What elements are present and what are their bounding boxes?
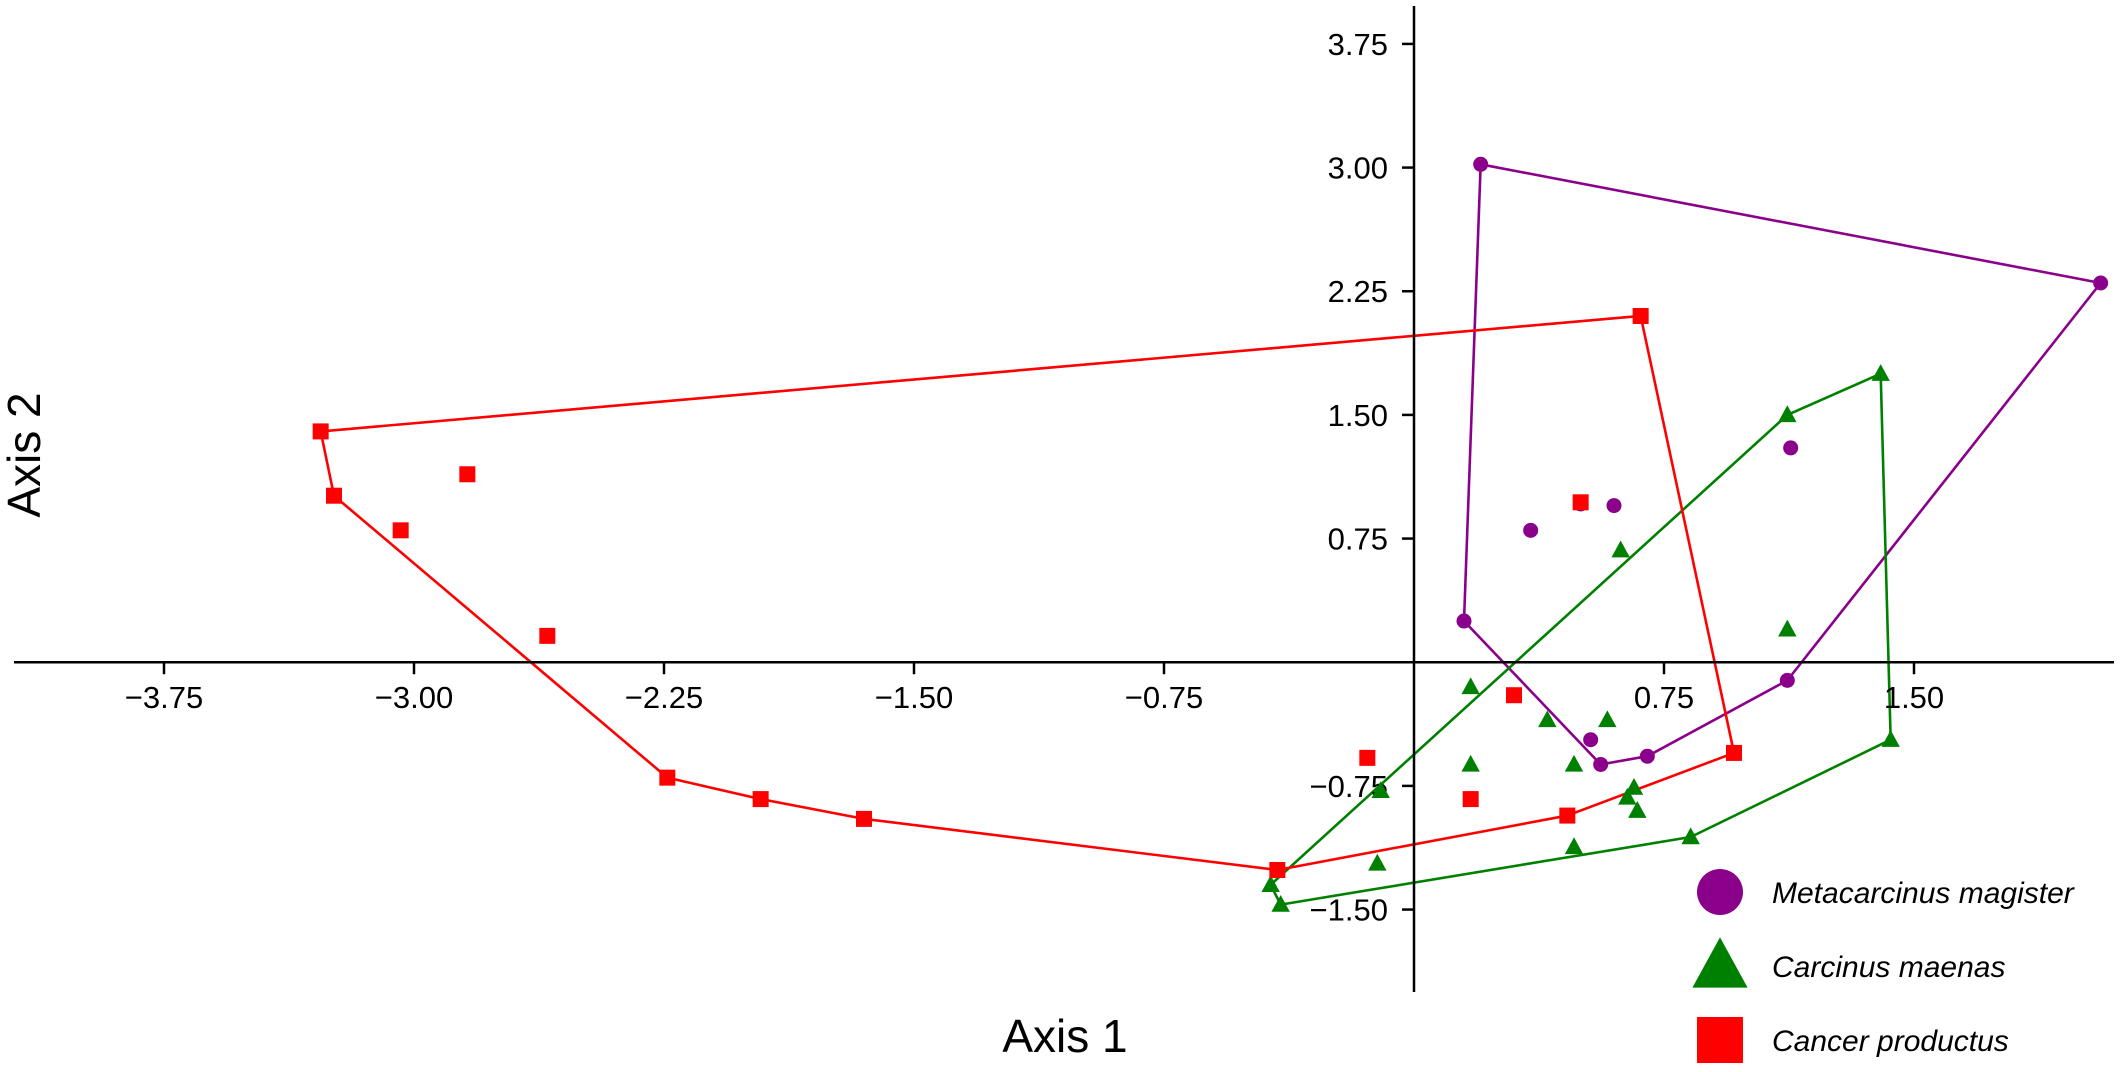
point-carcinus-maenas [1598, 710, 1617, 728]
point-cancer-productus [856, 810, 872, 827]
axes [14, 6, 2114, 992]
point-carcinus-maenas [1461, 677, 1480, 695]
point-cancer-productus [1506, 687, 1522, 704]
x-tick-label: 1.50 [1884, 680, 1944, 715]
legend-marker-metacarcinus-magister [1697, 869, 1743, 915]
point-metacarcinus-magister [1639, 748, 1655, 764]
point-carcinus-maenas [1461, 754, 1480, 772]
x-tick-label: −0.75 [1125, 680, 1203, 715]
point-carcinus-maenas [1628, 801, 1647, 818]
points [312, 156, 2109, 912]
point-carcinus-maenas [1368, 853, 1387, 871]
point-carcinus-maenas [1261, 875, 1280, 893]
point-cancer-productus [1632, 307, 1649, 324]
x-tick-label: −3.75 [125, 680, 203, 715]
point-metacarcinus-magister [1473, 156, 1489, 172]
x-tick-label: −2.25 [625, 680, 703, 715]
point-carcinus-maenas [1881, 730, 1900, 747]
legend-marker-cancer-productus [1697, 1017, 1743, 1063]
y-tick-label: 3.00 [1328, 151, 1388, 186]
point-carcinus-maenas [1778, 405, 1797, 423]
y-tick-label: −0.75 [1310, 769, 1388, 804]
hull-metacarcinus-magister [1462, 162, 2102, 766]
point-cancer-productus [1269, 861, 1286, 878]
point-cancer-productus [312, 423, 329, 440]
point-cancer-productus [326, 487, 342, 504]
point-cancer-productus [1559, 807, 1576, 824]
y-tick-label: 2.25 [1328, 274, 1388, 309]
point-metacarcinus-magister [1783, 440, 1799, 456]
point-cancer-productus [1359, 749, 1376, 766]
point-carcinus-maenas [1871, 364, 1890, 381]
y-ticks: 3.75 3.00 2.25 1.50 0.75 −0.75 −1.50 [1310, 27, 1414, 928]
point-carcinus-maenas [1538, 710, 1557, 728]
point-carcinus-maenas [1778, 619, 1797, 637]
x-axis-title: Axis 1 [1002, 1010, 1127, 1062]
point-carcinus-maenas [1624, 777, 1644, 795]
point-metacarcinus-magister [1593, 756, 1609, 772]
y-tick-label: 3.75 [1328, 27, 1388, 62]
point-carcinus-maenas [1564, 754, 1584, 772]
x-tick-label: −3.00 [375, 680, 453, 715]
point-cancer-productus [392, 522, 409, 539]
point-carcinus-maenas [1371, 781, 1390, 799]
point-cancer-productus [659, 769, 676, 786]
y-tick-label: 1.50 [1328, 398, 1388, 433]
y-tick-label: 0.75 [1328, 522, 1388, 557]
point-metacarcinus-magister [2093, 275, 2109, 291]
point-metacarcinus-magister [1583, 732, 1599, 748]
legend: Metacarcinus magister Carcinus maenas Canc… [1692, 869, 2075, 1063]
hull-cancer-productus [319, 314, 1736, 872]
point-carcinus-maenas [1681, 827, 1700, 845]
point-carcinus-maenas [1611, 540, 1630, 558]
x-tick-label: 0.75 [1634, 680, 1694, 715]
point-carcinus-maenas [1564, 837, 1584, 855]
x-tick-label: −1.50 [875, 680, 953, 715]
point-carcinus-maenas [1271, 895, 1290, 912]
hulls [319, 162, 2102, 906]
legend-label: Metacarcinus magister [1772, 877, 2075, 910]
x-ticks: −3.75 −3.00 −2.25 −1.50 −0.75 0.75 1.50 [125, 662, 1944, 715]
legend-label: Carcinus maenas [1772, 951, 2005, 984]
point-metacarcinus-magister [1523, 522, 1539, 538]
legend-label: Cancer productus [1772, 1025, 2009, 1058]
point-cancer-productus [1726, 744, 1742, 761]
point-cancer-productus [539, 627, 556, 644]
legend-marker-carcinus-maenas [1692, 937, 1748, 988]
point-cancer-productus [1572, 494, 1589, 511]
point-metacarcinus-magister [1456, 613, 1472, 629]
hull-carcinus-maenas [1269, 372, 1892, 906]
point-carcinus-maenas [1618, 787, 1637, 805]
y-tick-label: −1.50 [1310, 893, 1388, 928]
point-metacarcinus-magister [1606, 498, 1622, 514]
point-cancer-productus [459, 466, 476, 483]
point-cancer-productus [752, 791, 769, 808]
point-metacarcinus-magister [1779, 672, 1795, 688]
y-axis-title: Axis 2 [0, 392, 50, 517]
point-cancer-productus [1462, 791, 1479, 808]
